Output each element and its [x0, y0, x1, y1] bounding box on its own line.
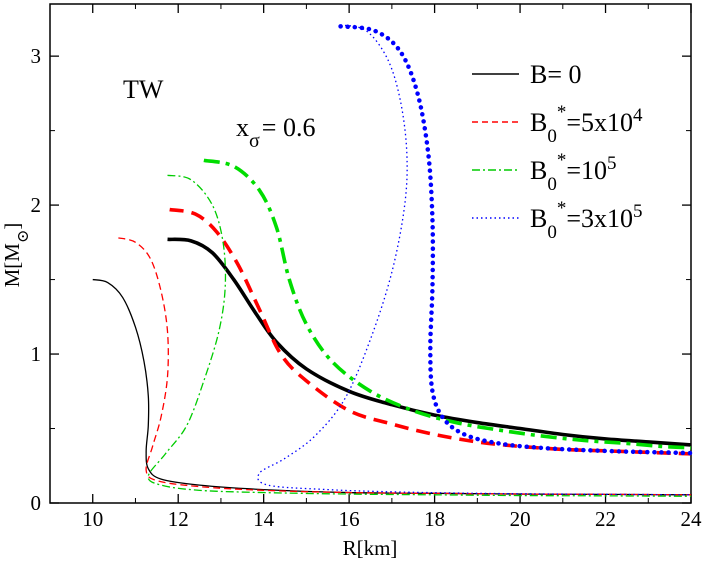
y-tick-label: 1 — [31, 342, 42, 366]
x-tick-label: 18 — [424, 507, 445, 531]
series-line-b0-10-5-thin — [147, 174, 692, 497]
series-line-b0-5x10-4-thick — [169, 207, 692, 456]
x-tick-label: 10 — [82, 507, 103, 531]
legend-entry-b5e4: B0*=5x104 — [472, 102, 643, 147]
series-line-b0-3x10-5-thin — [257, 24, 692, 496]
legend-label-b1e5: B0*=105 — [530, 150, 617, 195]
legend-entry-b0: B= 0 — [472, 60, 582, 89]
x-sigma-annotation: xσ= 0.6 — [236, 113, 315, 152]
model-annotation: TW — [123, 75, 164, 104]
legend-entry-b1e5: B0*=105 — [472, 150, 617, 195]
legend-label-b3e5: B0*=3x105 — [530, 198, 643, 243]
legend-label-b0: B= 0 — [530, 60, 582, 89]
x-tick-label: 24 — [681, 507, 703, 531]
x-tick-label: 22 — [595, 507, 616, 531]
series-layer — [92, 24, 694, 497]
x-tick-label: 14 — [253, 507, 275, 531]
x-tick-label: 12 — [168, 507, 189, 531]
legend-entry-b3e5: B0*=3x105 — [472, 198, 643, 243]
series-line-b0-5x10-4-thin — [118, 237, 692, 496]
series-line-b0-10-5-thick — [203, 158, 692, 450]
series-line-b-0-thin — [92, 278, 692, 496]
legend-label-b5e4: B0*=5x104 — [530, 102, 643, 147]
x-tick-label: 16 — [339, 507, 360, 531]
legend: B= 0 B0*=5x104 B0*=105 B0*=3x105 — [472, 60, 643, 243]
plot-frame — [49, 3, 692, 504]
y-tick-label: 0 — [31, 491, 42, 515]
y-tick-label: 2 — [31, 193, 42, 217]
series-line-b0-3x10-5-thick — [338, 24, 694, 456]
x-tick-label: 20 — [510, 507, 531, 531]
x-axis-label: R[km] — [343, 536, 398, 560]
y-tick-label: 3 — [31, 44, 42, 68]
series-line-b-0-thick — [167, 237, 692, 447]
y-axis-label: M[M⊙] — [0, 223, 32, 288]
